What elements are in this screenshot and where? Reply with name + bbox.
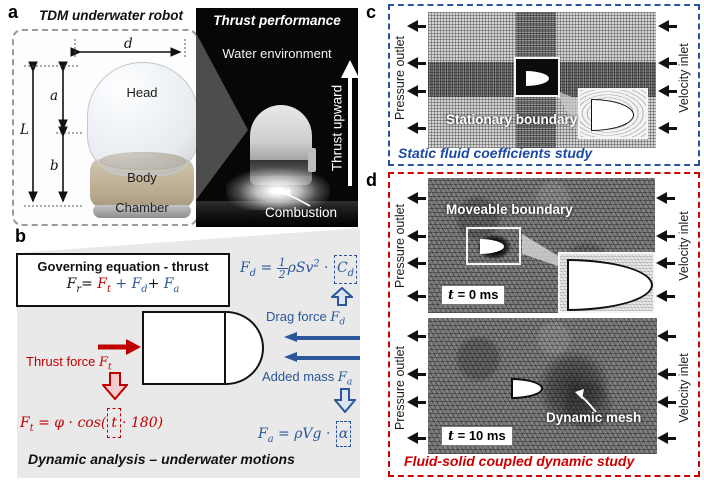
outflow-arrow-icon — [407, 368, 426, 380]
mesh-inset-d — [558, 252, 655, 313]
robot-section-rect — [142, 311, 226, 385]
panel-d-label: d — [366, 170, 377, 190]
velocity-inlet-label-c: Velocity inlet — [677, 43, 691, 113]
added-mass-arrow-icon — [284, 352, 360, 364]
photo-robot-tab — [308, 148, 316, 172]
moveable-boundary-box — [466, 227, 521, 265]
thrust-arrow-head-icon — [341, 60, 358, 78]
thrust-arrow-shaft — [348, 78, 352, 186]
inflow-arrow-icon — [657, 396, 676, 408]
thrust-equation: Ft = φ · cos(t · 180) — [20, 408, 163, 438]
inset-connector-wedge-d — [522, 234, 558, 266]
robot-chamber-label: Chamber — [115, 200, 169, 215]
panel-a-title: TDM underwater robot — [39, 8, 183, 23]
dynamic-mesh-label: Dynamic mesh — [546, 410, 642, 425]
inflow-arrow-icon — [657, 432, 676, 444]
dim-L-label: L — [20, 122, 29, 138]
combustion-arrow-icon — [282, 188, 311, 207]
stationary-boundary-label: Stationary boundary — [446, 112, 578, 127]
velocity-inlet-label-d0: Velocity inlet — [677, 211, 691, 281]
inflow-arrow-icon — [658, 85, 677, 97]
moveable-boundary-label: Moveable boundary — [446, 202, 573, 217]
pressure-outlet-label-d10: Pressure outlet — [393, 345, 407, 431]
inflow-arrow-icon — [656, 257, 675, 269]
dim-a-label: a — [50, 88, 59, 104]
outflow-arrow-icon — [407, 230, 426, 242]
panel-c-label: c — [366, 2, 377, 22]
robot-chamber-shape — [93, 205, 191, 218]
photo-title: Thrust performance — [213, 13, 341, 28]
outflow-arrow-icon — [407, 396, 426, 408]
dynamic-mesh-t10: Dynamic mesh t = 10 ms — [428, 318, 657, 454]
drag-equation: Fd = 1 2 ρSv2 · Cd — [240, 255, 358, 284]
inflow-arrow-icon — [656, 192, 675, 204]
thrust-upward-label: Thrust upward — [329, 84, 345, 172]
inflow-arrow-icon — [658, 57, 677, 69]
outflow-arrow-icon — [407, 290, 426, 302]
drag-force-label: Drag force Fd — [266, 309, 346, 328]
outflow-arrow-icon — [407, 257, 426, 269]
dynamic-mesh-arrow-icon — [575, 389, 597, 413]
robot-head-label: Head — [126, 85, 158, 100]
governing-equation-box: Governing equation - thrust Fr= Ft + Fd+… — [16, 253, 230, 307]
water-environment-label: Water environment — [222, 46, 332, 61]
combustion-glow — [226, 168, 330, 210]
added-block-arrow-icon — [334, 388, 356, 413]
panel-a-label: a — [8, 2, 19, 22]
panel-b-label: b — [15, 226, 26, 246]
mesh-inset-c — [578, 88, 648, 139]
thrust-photo: Thrust performance Water environment Thr… — [196, 8, 358, 227]
robot-section-inset-d — [567, 259, 653, 311]
dynamic-mesh-t0: Moveable boundary t = 0 ms — [428, 178, 655, 313]
outflow-arrow-icon — [407, 20, 426, 32]
drag-arrow-icon — [284, 332, 360, 344]
inflow-arrow-icon — [656, 230, 675, 242]
governing-equation: Fr= Ft + Fd+ Fa — [66, 276, 180, 295]
drag-block-arrow-icon — [331, 287, 353, 306]
thrust-force-label: Thrust force Ft — [26, 354, 112, 373]
dim-b-label: b — [50, 158, 59, 174]
pressure-outlet-label-c: Pressure outlet — [393, 35, 407, 121]
dim-d-label: d — [124, 36, 133, 52]
inflow-arrow-icon — [657, 368, 676, 380]
inflow-arrow-icon — [658, 20, 677, 32]
outflow-arrow-icon — [407, 85, 426, 97]
outflow-arrow-icon — [407, 57, 426, 69]
robot-section-small-d0 — [480, 239, 504, 254]
stationary-boundary-box — [514, 57, 560, 97]
outflow-arrow-icon — [407, 330, 426, 342]
robot-section-small-c — [526, 71, 549, 86]
inflow-arrow-icon — [657, 330, 676, 342]
time-0-tag: t = 0 ms — [441, 285, 506, 305]
outflow-arrow-icon — [407, 122, 426, 134]
governing-equation-title: Governing equation - thrust — [37, 259, 209, 274]
inflow-arrow-icon — [658, 122, 677, 134]
panel-c-caption: Static fluid coefficients study — [398, 145, 593, 161]
added-mass-label: Added mass Fa — [262, 369, 353, 388]
inflow-arrow-icon — [656, 290, 675, 302]
thrust-force-arrow-icon — [98, 339, 141, 355]
dimension-lines — [24, 39, 186, 207]
time-10-tag: t = 10 ms — [441, 426, 513, 446]
velocity-inlet-label-d10: Velocity inlet — [677, 353, 691, 423]
thrust-block-arrow-icon — [102, 372, 128, 400]
outflow-arrow-icon — [407, 192, 426, 204]
added-mass-equation: Fa = ρVg · α — [258, 421, 352, 447]
pressure-outlet-label-d0: Pressure outlet — [393, 203, 407, 289]
combustion-label: Combustion — [264, 205, 338, 220]
panel-b-footer: Dynamic analysis – underwater motions — [28, 451, 295, 467]
outflow-arrow-icon — [407, 432, 426, 444]
robot-body-label: Body — [127, 170, 157, 185]
robot-section-inset-c — [591, 99, 634, 131]
panel-d-caption: Fluid-solid coupled dynamic study — [404, 453, 635, 469]
